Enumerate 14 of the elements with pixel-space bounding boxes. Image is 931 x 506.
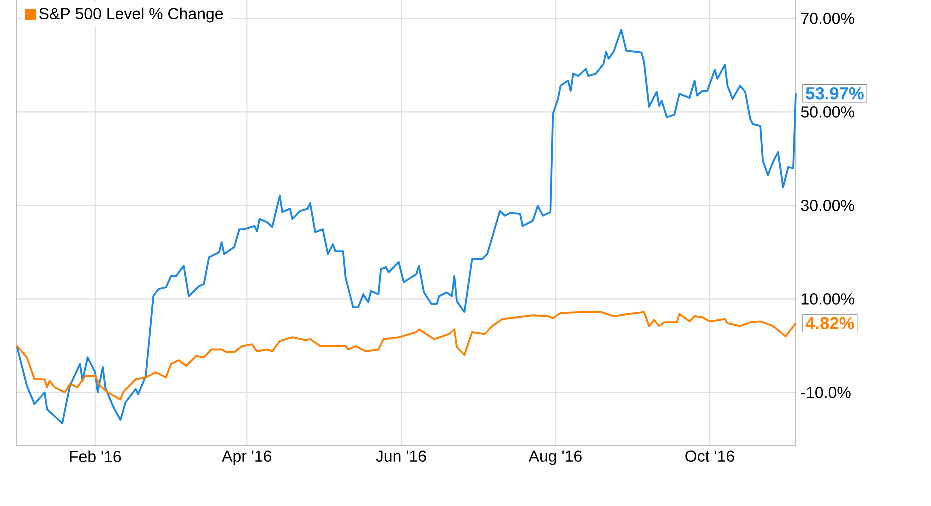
x-tick-label: Feb '16 [70, 450, 122, 462]
x-tick-label: Aug '16 [528, 450, 582, 466]
x-tick-label: Apr '16 [222, 450, 272, 466]
y-tick-label: 50.00% [801, 106, 854, 118]
line-series [16, 28, 797, 424]
x-tick-label: Oct '16 [686, 450, 734, 462]
y-tick-label: -10.0% [801, 387, 851, 398]
legend-label: S&P 500 Level % Change [40, 8, 224, 23]
annotation: 53.97% [806, 87, 864, 100]
y-tick-label: 30.00% [801, 200, 854, 212]
x-tick-label: Jun '16 [376, 450, 426, 462]
annotation: 4.82% [806, 317, 854, 330]
y-tick-label: 70.00% [802, 13, 854, 24]
y-tick-label: 10.00% [802, 294, 854, 305]
